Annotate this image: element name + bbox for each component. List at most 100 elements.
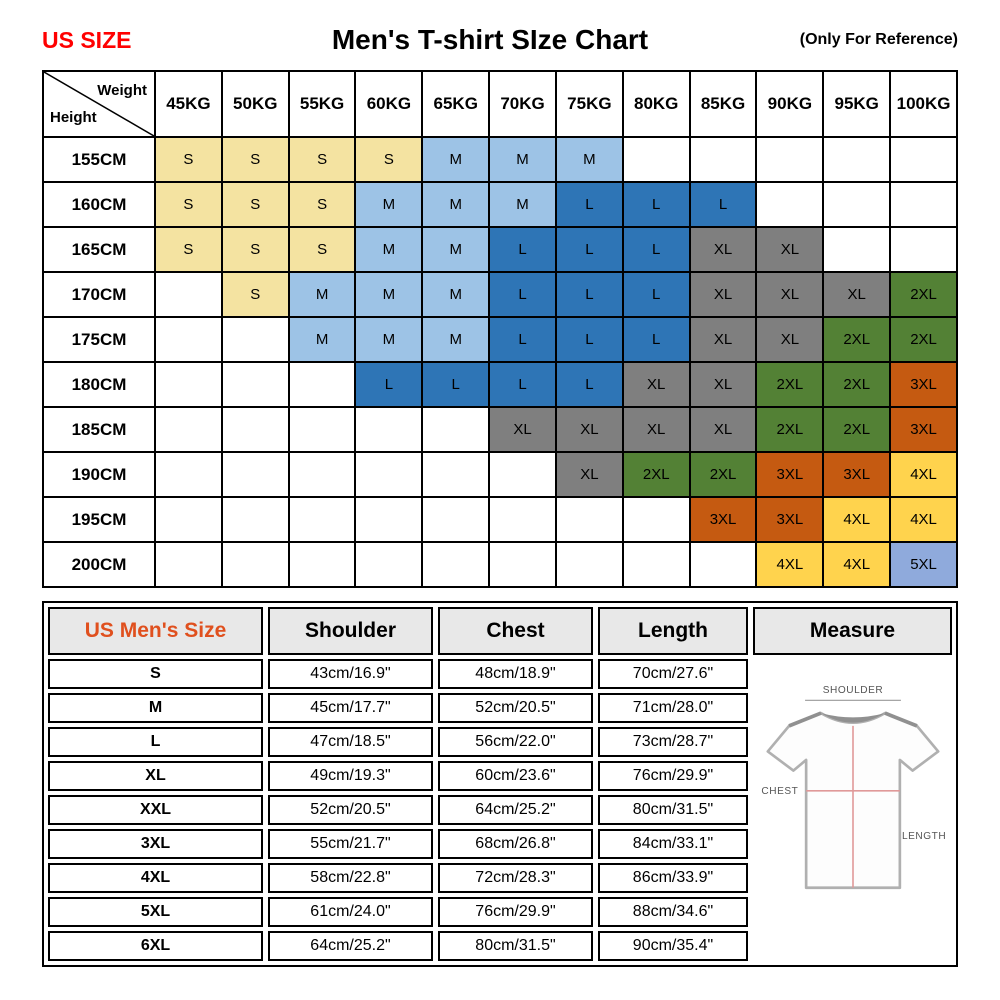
empty-cell (154, 406, 223, 453)
chest-value: 48cm/18.9" (438, 659, 593, 689)
size-cell: L (554, 181, 624, 228)
empty-cell (822, 181, 892, 228)
size-cell: S (287, 226, 357, 273)
empty-cell (755, 136, 825, 183)
empty-cell (621, 496, 691, 543)
empty-cell (354, 451, 424, 498)
shoulder-value: 61cm/24.0" (268, 897, 433, 927)
measurement-grid: US Men's Size Shoulder Chest Length Meas… (48, 607, 952, 961)
size-cell: M (287, 271, 357, 318)
size-cell: XL (688, 226, 758, 273)
chest-diagram-label: CHEST (761, 786, 798, 797)
size-cell: L (554, 271, 624, 318)
size-cell: M (354, 271, 424, 318)
empty-cell (621, 541, 691, 588)
length-value: 88cm/34.6" (598, 897, 748, 927)
height-label: 185CM (42, 406, 156, 453)
empty-cell (220, 361, 290, 408)
empty-cell (421, 541, 491, 588)
left-shoulder-seam (787, 711, 822, 728)
length-value: 84cm/33.1" (598, 829, 748, 859)
col-header-shoulder: Shoulder (268, 607, 433, 655)
size-cell: 3XL (688, 496, 758, 543)
shoulder-value: 64cm/25.2" (268, 931, 433, 961)
size-cell: M (354, 316, 424, 363)
height-label: 195CM (42, 496, 156, 543)
matrix-row: 165CM S S S M M L L L XL XL (42, 226, 958, 273)
corner-height-label: Height (50, 109, 97, 126)
size-cell: XL (554, 406, 624, 453)
size-label: L (48, 727, 263, 757)
empty-cell (421, 496, 491, 543)
size-cell: M (354, 226, 424, 273)
empty-cell (889, 181, 958, 228)
size-cell: L (621, 271, 691, 318)
measurement-section: US Men's Size Shoulder Chest Length Meas… (42, 601, 958, 967)
empty-cell (154, 271, 223, 318)
matrix-row: 180CM L L L L XL XL 2XL 2XL 3XL (42, 361, 958, 408)
size-cell: L (554, 316, 624, 363)
size-cell: L (354, 361, 424, 408)
size-cell: L (554, 226, 624, 273)
size-cell: L (488, 361, 557, 408)
empty-cell (220, 316, 290, 363)
shoulder-value: 45cm/17.7" (268, 693, 433, 723)
empty-cell (554, 496, 624, 543)
height-label: 170CM (42, 271, 156, 318)
col-header-chest: Chest (438, 607, 593, 655)
matrix-row: 170CM S M M M L L L XL XL XL 2XL (42, 271, 958, 318)
size-cell: L (621, 226, 691, 273)
empty-cell (421, 406, 491, 453)
size-cell: S (220, 181, 290, 228)
empty-cell (220, 541, 290, 588)
size-label: 5XL (48, 897, 263, 927)
size-cell: XL (755, 316, 825, 363)
size-label: 6XL (48, 931, 263, 961)
empty-cell (621, 136, 691, 183)
height-label: 190CM (42, 451, 156, 498)
size-cell: L (421, 361, 491, 408)
size-cell: M (421, 136, 491, 183)
weight-header: 95KG (822, 70, 892, 138)
size-cell: L (621, 316, 691, 363)
empty-cell (154, 451, 223, 498)
collar-shape (820, 713, 885, 723)
length-value: 70cm/27.6" (598, 659, 748, 689)
size-cell: 5XL (889, 541, 958, 588)
weight-header: 50KG (220, 70, 290, 138)
length-value: 71cm/28.0" (598, 693, 748, 723)
matrix-row: 160CM S S S M M M L L L (42, 181, 958, 228)
size-cell: 2XL (889, 271, 958, 318)
size-matrix-table: Weight Height 45KG 50KG 55KG 60KG 65KG 70KG 75… (42, 70, 958, 588)
empty-cell (287, 541, 357, 588)
size-cell: XL (621, 361, 691, 408)
empty-cell (154, 361, 223, 408)
size-cell: M (421, 316, 491, 363)
empty-cell (287, 406, 357, 453)
empty-cell (220, 406, 290, 453)
size-cell: 3XL (822, 451, 892, 498)
matrix-row: 175CM M M M L L L XL XL 2XL 2XL (42, 316, 958, 363)
size-cell: XL (554, 451, 624, 498)
weight-header: 75KG (554, 70, 624, 138)
size-label: S (48, 659, 263, 689)
size-label: XXL (48, 795, 263, 825)
size-cell: 2XL (755, 361, 825, 408)
size-cell: S (354, 136, 424, 183)
size-cell: 2XL (621, 451, 691, 498)
size-label: M (48, 693, 263, 723)
chest-value: 80cm/31.5" (438, 931, 593, 961)
size-cell: M (354, 181, 424, 228)
size-cell: L (688, 181, 758, 228)
shoulder-value: 43cm/16.9" (268, 659, 433, 689)
chest-value: 76cm/29.9" (438, 897, 593, 927)
size-cell: M (421, 226, 491, 273)
size-cell: L (554, 361, 624, 408)
chest-value: 56cm/22.0" (438, 727, 593, 757)
size-cell: M (488, 181, 557, 228)
weight-header: 65KG (421, 70, 491, 138)
size-cell: XL (755, 271, 825, 318)
empty-cell (488, 541, 557, 588)
weight-header: 90KG (755, 70, 825, 138)
chest-value: 68cm/26.8" (438, 829, 593, 859)
